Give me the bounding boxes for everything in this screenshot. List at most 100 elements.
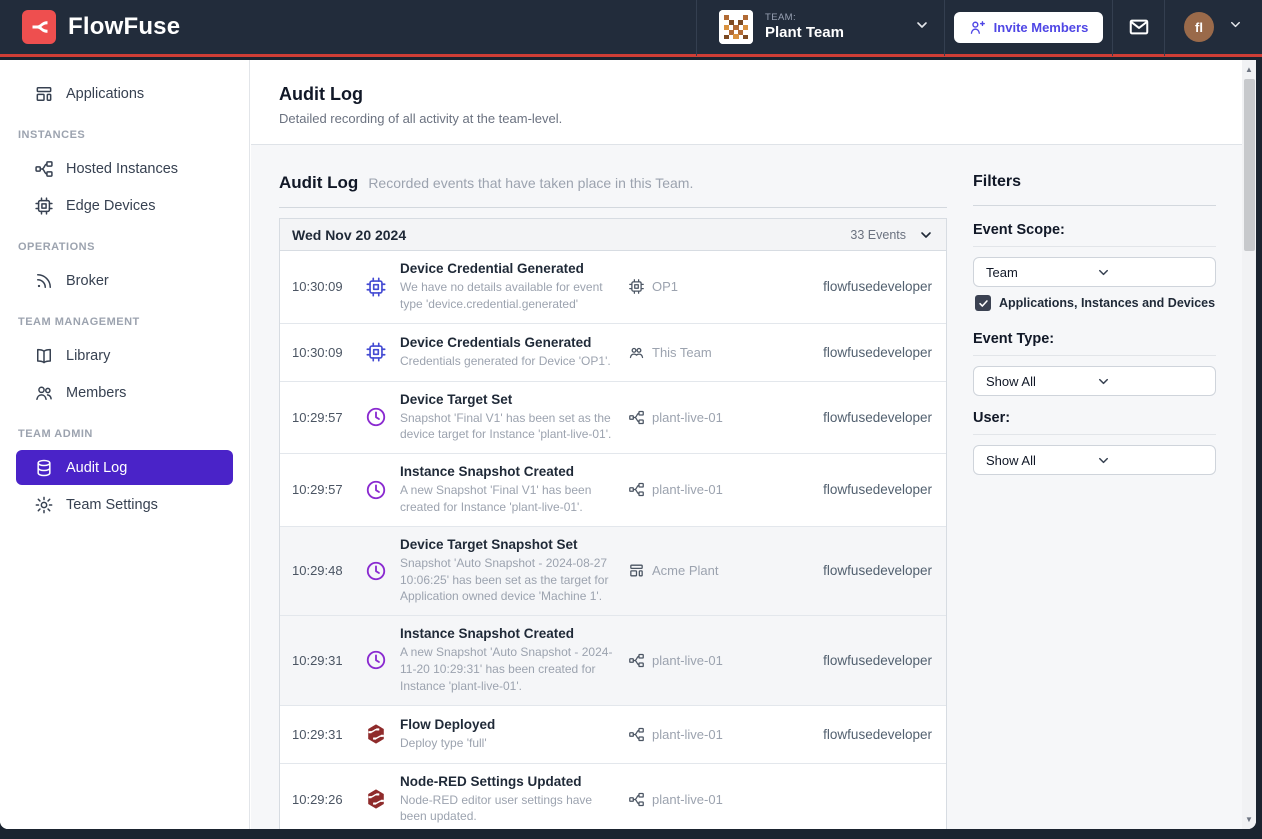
event-description: Node-RED editor user settings have been … — [400, 792, 593, 824]
team-avatar — [719, 10, 753, 44]
mail-icon — [1128, 16, 1150, 38]
flowfuse-logo-icon — [22, 10, 56, 44]
page-header: Audit Log Detailed recording of all acti… — [251, 60, 1242, 145]
event-user: flowfusedeveloper — [823, 344, 932, 360]
sidebar-item-edge-devices[interactable]: Edge Devices — [16, 188, 233, 223]
brand[interactable]: FlowFuse — [0, 10, 696, 44]
chevron-down-icon — [1228, 17, 1243, 37]
event-time: 10:29:57 — [292, 482, 343, 498]
divider — [973, 246, 1216, 247]
team-label: TEAM: — [765, 11, 797, 23]
brand-name: FlowFuse — [68, 13, 181, 40]
event-type-label: Event Type: — [973, 331, 1055, 347]
divider — [973, 205, 1216, 206]
scrollbar-thumb[interactable] — [1243, 79, 1255, 251]
event-title: Device Target Snapshot Set — [400, 536, 578, 552]
sidebar-item-hosted-instances[interactable]: Hosted Instances — [16, 151, 233, 186]
sidebar-section-label: OPERATIONS — [18, 241, 95, 253]
filters-title: Filters — [973, 173, 1022, 190]
event-time: 10:29:48 — [292, 563, 343, 579]
chevron-down-icon — [918, 227, 934, 243]
event-description: Snapshot 'Final V1' has been set as the … — [400, 410, 612, 442]
event-description: A new Snapshot 'Auto Snapshot - 2024-11-… — [400, 645, 613, 693]
team-selector[interactable]: TEAM: Plant Team — [696, 0, 944, 56]
event-scope-select[interactable]: Team — [973, 257, 1216, 287]
clock-icon — [352, 649, 400, 671]
sidebar-item-label: Broker — [66, 272, 109, 289]
event-description: Deploy type 'full' — [400, 735, 487, 750]
sidebar-item-label: Hosted Instances — [66, 160, 179, 177]
sidebar-item-applications[interactable]: Applications — [16, 76, 233, 111]
day-date: Wed Nov 20 2024 — [292, 226, 407, 243]
audit-log-panel: Audit Log Recorded events that have take… — [279, 173, 947, 829]
sidebar-item-label: Edge Devices — [66, 197, 156, 214]
broker-icon — [34, 271, 54, 291]
filters-panel: Filters Event Scope: Team — [973, 173, 1216, 829]
audit-event-row[interactable]: 10:30:09 Device Credentials Generated Cred… — [280, 322, 946, 381]
audit-event-row[interactable]: 10:29:26 Node-RED Settings Updated Node-RE… — [280, 762, 946, 829]
event-time: 10:29:57 — [292, 409, 343, 425]
user-filter-label: User: — [973, 410, 1011, 426]
scope-include-checkbox[interactable]: Applications, Instances and Devices — [975, 295, 1216, 311]
event-user: flowfusedeveloper — [823, 279, 932, 295]
audit-event-row[interactable]: 10:29:31 Instance Snapshot Created A new S… — [280, 615, 946, 705]
event-scope-label: OP1 — [652, 279, 679, 295]
card-subtitle: Recorded events that have taken place in… — [368, 175, 694, 191]
notifications-button[interactable] — [1112, 0, 1164, 56]
event-scope-label: plant-live-01 — [652, 791, 723, 807]
instance-icon — [628, 791, 645, 808]
checkbox-checked-icon — [975, 295, 991, 311]
user-filter-select[interactable]: Show All — [973, 445, 1216, 475]
event-title: Device Credentials Generated — [400, 334, 592, 350]
audit-event-row[interactable]: 10:29:57 Device Target Set Snapshot 'Final… — [280, 380, 946, 454]
sidebar-item-library[interactable]: Library — [16, 338, 233, 373]
event-time: 10:30:09 — [292, 279, 343, 295]
members-icon — [34, 383, 54, 403]
chip-icon — [352, 341, 400, 363]
sidebar-item-members[interactable]: Members — [16, 375, 233, 410]
nodered-icon — [352, 788, 400, 810]
instance-icon — [628, 409, 645, 426]
scope-checkbox-label: Applications, Instances and Devices — [999, 296, 1216, 310]
user-avatar: fl — [1184, 12, 1214, 42]
audit-event-row[interactable]: 10:29:57 Instance Snapshot Created A new S… — [280, 453, 946, 526]
event-title: Device Credential Generated — [400, 261, 584, 276]
event-title: Device Target Set — [400, 391, 513, 407]
sidebar-item-audit-log[interactable]: Audit Log — [16, 450, 233, 485]
user-filter-value: Show All — [986, 452, 1036, 468]
chevron-down-icon — [1096, 453, 1206, 468]
divider — [279, 207, 947, 208]
clock-icon — [352, 479, 400, 501]
event-time: 10:30:09 — [292, 344, 343, 360]
event-user: flowfusedeveloper — [823, 726, 932, 742]
sidebar-item-label: Audit Log — [66, 459, 128, 476]
day-header[interactable]: Wed Nov 20 2024 33 Events — [280, 219, 946, 251]
vertical-scrollbar[interactable]: ▲ ▼ — [1242, 60, 1256, 829]
audit-event-row[interactable]: 10:29:48 Device Target Snapshot Set Snapsh… — [280, 525, 946, 616]
event-scope-label: plant-live-01 — [652, 652, 723, 668]
database-icon — [34, 458, 54, 478]
scroll-down-icon[interactable]: ▼ — [1245, 815, 1253, 824]
sidebar-item-label: Members — [66, 384, 127, 401]
library-icon — [34, 346, 54, 366]
clock-icon — [352, 406, 400, 428]
user-menu[interactable]: fl — [1164, 0, 1262, 56]
scroll-up-icon[interactable]: ▲ — [1245, 65, 1253, 74]
sidebar-section-label: TEAM MANAGEMENT — [18, 316, 140, 328]
day-event-count: 33 Events — [850, 227, 906, 242]
audit-event-row[interactable]: 10:30:09 Device Credential Generated We ha… — [280, 251, 946, 323]
event-title: Instance Snapshot Created — [400, 464, 575, 480]
invite-members-button[interactable]: Invite Members — [953, 11, 1104, 43]
sidebar-item-label: Library — [66, 347, 111, 364]
app-window: Applications INSTANCES Hosted Instances Edg… — [0, 60, 1256, 829]
sidebar-item-team-settings[interactable]: Team Settings — [16, 487, 233, 522]
sidebar-item-broker[interactable]: Broker — [16, 263, 233, 298]
chip-icon — [628, 278, 645, 295]
divider — [973, 355, 1216, 356]
event-scope-label: plant-live-01 — [652, 726, 723, 742]
event-description: A new Snapshot 'Final V1' has been creat… — [400, 483, 592, 514]
event-title: Instance Snapshot Created — [400, 626, 575, 642]
instance-icon — [628, 481, 645, 498]
audit-event-row[interactable]: 10:29:31 Flow Deployed Deploy type 'full' p… — [280, 704, 946, 763]
event-type-select[interactable]: Show All — [973, 366, 1216, 396]
